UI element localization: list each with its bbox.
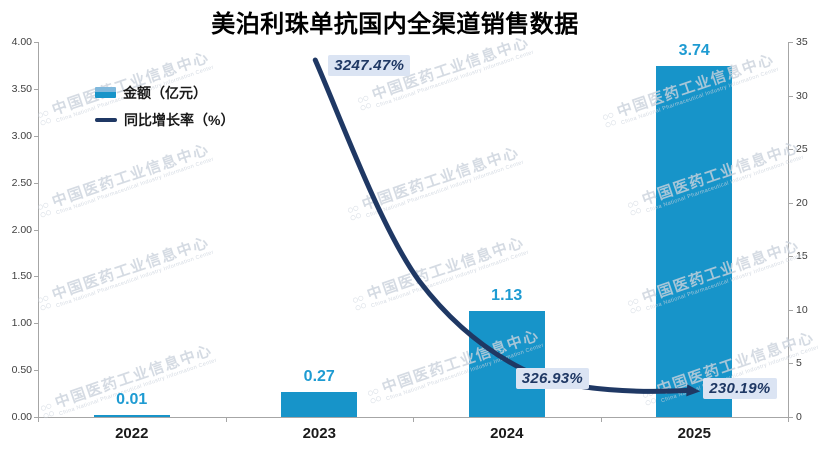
right-axis-tick-label: 15 <box>796 250 808 263</box>
legend-label-amount: 金额（亿元） <box>123 84 207 101</box>
bar-value-label: 3.74 <box>678 42 710 60</box>
left-axis-tick <box>34 182 38 184</box>
left-axis-tick-label: 2.00 <box>11 223 32 236</box>
right-axis-tick <box>789 256 793 258</box>
left-axis-tick-label: 3.00 <box>11 129 32 142</box>
right-axis-tick <box>789 202 793 204</box>
bar-series-swatch-icon <box>95 87 116 98</box>
left-axis-tick <box>34 229 38 231</box>
right-axis-tick <box>789 42 793 43</box>
right-axis-tick <box>789 363 793 365</box>
right-axis-tick-label: 10 <box>796 303 808 316</box>
right-axis-tick-label: 30 <box>796 89 808 102</box>
left-axis-tick <box>34 88 38 90</box>
x-axis-tick <box>38 417 39 422</box>
right-axis-tick <box>789 417 793 418</box>
category-label: 2022 <box>115 425 149 442</box>
right-axis-tick-label: 20 <box>796 196 808 209</box>
growth-label-2025: 230.19% <box>703 378 777 400</box>
left-axis-line <box>38 42 39 417</box>
bar-2022 <box>93 415 170 417</box>
bar-2025 <box>656 66 733 417</box>
right-axis-tick-label: 5 <box>796 357 802 370</box>
left-axis-tick-label: 4.00 <box>11 36 32 48</box>
left-axis-tick-label: 1.50 <box>11 270 32 283</box>
x-axis-tick <box>225 417 227 422</box>
left-axis-tick <box>34 323 38 325</box>
growth-label-2024: 326.93% <box>515 367 590 389</box>
left-axis-tick <box>34 135 38 137</box>
left-axis-tick <box>34 370 38 372</box>
chart-title: 美泊利珠单抗国内全渠道销售数据 <box>211 11 579 38</box>
right-axis-tick-label: 35 <box>796 36 808 48</box>
right-axis-tick-label: 0 <box>796 411 802 423</box>
legend-item-amount: 金额（亿元） <box>95 79 234 106</box>
line-series-swatch-icon <box>95 117 117 122</box>
legend-label-growth: 同比增长率（%） <box>124 111 235 128</box>
x-axis-tick <box>788 417 789 422</box>
bar-value-label: 1.13 <box>491 287 523 305</box>
left-axis-tick-label: 1.00 <box>11 317 32 330</box>
growth-line-arrow-icon <box>686 384 701 397</box>
left-axis-tick <box>34 42 38 43</box>
category-label: 2025 <box>677 425 711 442</box>
right-axis-tick <box>789 149 793 151</box>
left-axis-tick-label: 0.00 <box>11 411 32 423</box>
left-axis-tick-label: 0.50 <box>11 364 32 377</box>
x-axis-tick <box>413 417 414 422</box>
chart-legend: 金额（亿元） 同比增长率（%） <box>95 79 234 133</box>
right-axis-line <box>788 42 789 417</box>
left-axis-tick <box>34 417 38 418</box>
right-axis-tick-label: 25 <box>796 143 808 156</box>
bar-2024 <box>468 311 545 417</box>
category-label: 2023 <box>302 425 336 442</box>
left-axis-tick <box>34 276 38 278</box>
bar-value-label: 0.27 <box>303 367 335 385</box>
right-axis-tick <box>789 95 793 97</box>
bar-2023 <box>281 391 358 417</box>
category-label: 2024 <box>490 425 524 442</box>
x-axis-tick <box>600 417 602 422</box>
left-axis-tick-label: 2.50 <box>11 176 32 189</box>
legend-item-growth: 同比增长率（%） <box>95 106 234 133</box>
growth-line <box>312 57 691 394</box>
growth-label-2023: 3247.47% <box>328 55 411 77</box>
right-axis-tick <box>789 309 793 311</box>
left-axis-tick-label: 3.50 <box>11 82 32 95</box>
bar-value-label: 0.01 <box>116 391 148 408</box>
